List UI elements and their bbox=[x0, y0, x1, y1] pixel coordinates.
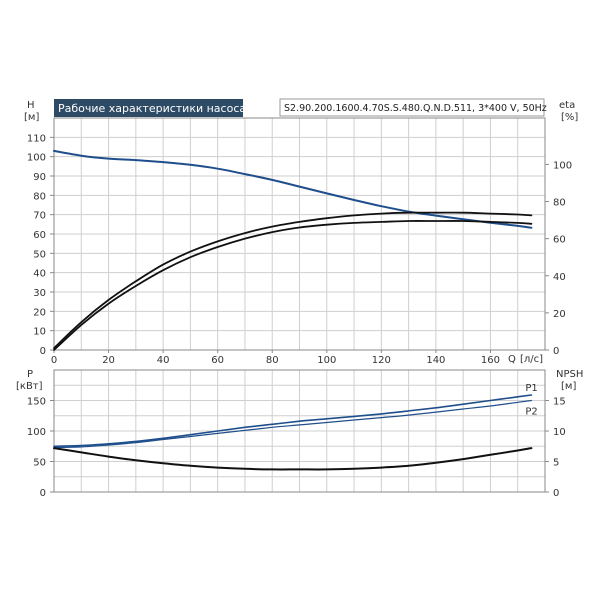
y-left-tick-label: 90 bbox=[33, 172, 46, 183]
npsh-tick-label: 15 bbox=[553, 397, 566, 408]
series-line-eta2 bbox=[53, 220, 533, 351]
npsh-label-name: NPSH bbox=[556, 369, 583, 380]
y-left-label-unit: [м] bbox=[24, 112, 39, 123]
y-left-tick-label: 50 bbox=[33, 249, 46, 260]
series-label-p1: P1 bbox=[525, 383, 537, 394]
x-label-name: Q bbox=[508, 354, 516, 365]
p-label-unit: [кВт] bbox=[16, 381, 43, 392]
y-left-tick-label: 30 bbox=[33, 288, 46, 299]
npsh-tick-label: 5 bbox=[553, 458, 559, 469]
series-line-p2 bbox=[53, 399, 532, 449]
series-line-p1 bbox=[53, 394, 533, 448]
y-left-tick-label: 20 bbox=[33, 307, 46, 318]
y-right-label-name: eta bbox=[559, 100, 575, 111]
npsh-tick-label: 10 bbox=[553, 427, 566, 438]
y-right-tick-label: 20 bbox=[553, 309, 566, 320]
p-label-name: P bbox=[27, 369, 33, 380]
y-left-tick-label: 70 bbox=[33, 211, 46, 222]
series-label-p2: P2 bbox=[525, 407, 537, 418]
y-left-tick-label: 0 bbox=[40, 346, 46, 357]
x-label-unit: [л/с] bbox=[520, 354, 543, 365]
y-left-tick-label: 80 bbox=[33, 191, 46, 202]
y-left-tick-label: 100 bbox=[27, 153, 46, 164]
x-tick-label: 20 bbox=[102, 355, 115, 366]
y-right-tick-label: 60 bbox=[553, 235, 566, 246]
p-tick-label: 0 bbox=[40, 488, 46, 499]
x-tick-label: 160 bbox=[481, 355, 500, 366]
p-tick-label: 100 bbox=[27, 427, 46, 438]
p-tick-label: 50 bbox=[33, 458, 46, 469]
title-box bbox=[54, 99, 243, 117]
series-line-npsh bbox=[53, 447, 533, 471]
x-tick-label: 80 bbox=[266, 355, 279, 366]
y-left-tick-label: 40 bbox=[33, 269, 46, 280]
chart-title: Рабочие характеристики насоса bbox=[58, 102, 246, 115]
y-right-tick-label: 40 bbox=[553, 272, 566, 283]
x-tick-label: 0 bbox=[51, 355, 57, 366]
y-right-tick-label: 100 bbox=[553, 160, 572, 171]
x-tick-label: 120 bbox=[372, 355, 391, 366]
x-tick-label: 40 bbox=[157, 355, 170, 366]
y-right-tick-label: 80 bbox=[553, 198, 566, 209]
model-label: S2.90.200.1600.4.70S.S.480.Q.N.D.511, 3*… bbox=[284, 103, 547, 114]
npsh-label-unit: [м] bbox=[561, 381, 576, 392]
y-left-tick-label: 10 bbox=[33, 327, 46, 338]
x-tick-label: 60 bbox=[211, 355, 224, 366]
y-left-label-name: H bbox=[27, 100, 35, 111]
y-left-tick-label: 110 bbox=[27, 133, 46, 144]
model-box bbox=[279, 98, 545, 117]
series-line-eta1 bbox=[53, 211, 533, 349]
x-tick-label: 140 bbox=[426, 355, 445, 366]
y-right-tick-label: 0 bbox=[553, 346, 559, 357]
series-line-h bbox=[53, 149, 533, 229]
npsh-tick-label: 0 bbox=[553, 488, 559, 499]
y-right-label-unit: [%] bbox=[561, 112, 578, 123]
p-tick-label: 150 bbox=[27, 397, 46, 408]
y-left-tick-label: 60 bbox=[33, 230, 46, 241]
x-tick-label: 100 bbox=[317, 355, 336, 366]
